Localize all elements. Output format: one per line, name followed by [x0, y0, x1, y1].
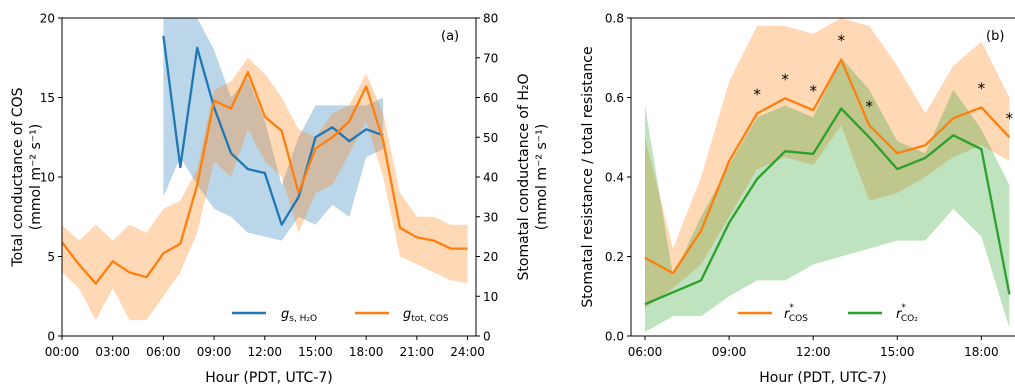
legend-a-label-cos: gtot, COS: [403, 307, 449, 324]
y-right-tick-label-a-3: 30: [483, 210, 498, 224]
legend-b-label-cos: r* COS: [784, 303, 808, 324]
panel-b-x-axis-label: Hour (PDT, UTC-7): [759, 370, 886, 386]
y-right-tick-label-a-1: 10: [483, 290, 498, 304]
legend-b-label-co2: r* CO₂: [896, 303, 918, 324]
panel-a-right-axis-label-line1: Stomatal conductance of H₂O: [516, 74, 532, 281]
panel-a-series-lines: [62, 35, 468, 285]
y-right-tick-label-a-5: 50: [483, 131, 498, 145]
y-right-tick-label-a-0: 0: [483, 330, 491, 344]
panel-a-x-axis-label: Hour (PDT, UTC-7): [205, 370, 332, 386]
x-tick-label-b-0: 06:00: [628, 345, 663, 359]
series-band-b-0: [645, 18, 1010, 309]
significance-marker-2: *: [809, 82, 817, 100]
y-left-tick-label-a-2: 10: [40, 171, 55, 185]
panel-a-ticks: 00:00 03:00 06:00 09:00 12:00 15:00 18:00 21:00…: [40, 12, 499, 360]
panel-a-left-axis-label-line1: Total conductance of COS: [10, 87, 26, 267]
x-tick-label-a-8: 24:00: [450, 345, 485, 359]
x-tick-label-a-6: 18:00: [349, 345, 384, 359]
x-tick-label-b-2: 12:00: [796, 345, 831, 359]
x-tick-label-a-3: 09:00: [197, 345, 232, 359]
x-tick-label-a-1: 03:00: [95, 345, 130, 359]
legend-a-label-h2o: gs, H₂O: [281, 307, 317, 324]
significance-marker-0: *: [753, 85, 761, 103]
significance-marker-6: *: [1006, 109, 1014, 127]
series-line-a-1: [62, 70, 468, 285]
panel-a-left-axis-label-line2: (mmol m⁻² s⁻¹): [28, 124, 44, 231]
x-tick-label-b-3: 15:00: [880, 345, 915, 359]
y-tick-label-b-2: 0.4: [605, 171, 624, 185]
x-tick-label-b-1: 09:00: [712, 345, 747, 359]
y-right-tick-label-a-8: 80: [483, 12, 498, 26]
significance-marker-4: *: [865, 97, 873, 115]
y-tick-label-b-1: 0.2: [605, 250, 624, 264]
panel-a-right-axis-label: Stomatal conductance of H₂O (mmol m⁻² s⁻…: [516, 74, 550, 281]
x-tick-label-a-4: 12:00: [247, 345, 282, 359]
panel-a-left-axis-label: Total conductance of COS (mmol m⁻² s⁻¹): [10, 87, 44, 267]
panel-b-label: (b): [986, 29, 1004, 44]
x-tick-label-a-0: 00:00: [45, 345, 80, 359]
y-tick-label-b-3: 0.6: [605, 91, 624, 105]
y-right-tick-label-a-6: 60: [483, 91, 498, 105]
series-line-a-0: [162, 35, 384, 226]
y-left-tick-label-a-4: 20: [40, 12, 55, 26]
panel-b-ticks: 06:00 09:00 12:00 15:00 18:00 0.0 0.2 0.4 0.6 0.8: [605, 12, 999, 360]
y-right-tick-label-a-7: 70: [483, 51, 498, 65]
x-tick-label-a-7: 21:00: [400, 345, 435, 359]
y-left-tick-label-a-0: 0: [47, 330, 55, 344]
panel-a-label: (a): [441, 29, 459, 44]
chart-panel-a: 00:00 03:00 06:00 09:00 12:00 15:00 18:00 21:00…: [10, 12, 550, 387]
significance-marker-5: *: [978, 79, 986, 97]
series-line-b-1: [644, 107, 1011, 306]
series-band-b-1: [645, 57, 1010, 333]
panel-b-significance-markers: * * * * * * *: [753, 32, 1013, 128]
x-tick-label-b-4: 18:00: [964, 345, 999, 359]
significance-marker-1: *: [781, 70, 789, 88]
x-tick-label-a-5: 15:00: [298, 345, 333, 359]
significance-marker-3: *: [837, 32, 845, 50]
series-band-a-0: [163, 18, 384, 241]
panel-b-legend: r* COS r* CO₂: [738, 303, 918, 324]
panel-a-uncertainty-bands: [62, 18, 468, 321]
y-tick-label-b-4: 0.8: [605, 12, 624, 26]
panel-b-series-lines: [644, 58, 1011, 306]
x-tick-label-a-2: 06:00: [146, 345, 181, 359]
y-right-tick-label-a-2: 20: [483, 250, 498, 264]
panel-a-legend: gs, H₂O gtot, COS: [232, 307, 449, 324]
panel-b-uncertainty-bands: [645, 18, 1010, 333]
series-line-b-0: [644, 58, 1011, 275]
y-right-tick-label-a-4: 40: [483, 171, 498, 185]
y-left-tick-label-a-1: 5: [47, 250, 55, 264]
panel-b-y-axis-label: Stomatal resistance / total resistance: [580, 46, 596, 307]
chart-panel-b: ******* 06:00 09:00 12:00 15:00 18:000.00.20…: [580, 12, 1015, 386]
y-left-tick-label-a-3: 15: [40, 91, 55, 105]
y-tick-label-b-0: 0.0: [605, 330, 624, 344]
panel-a-right-axis-label-line2: (mmol m⁻² s⁻¹): [534, 124, 550, 231]
